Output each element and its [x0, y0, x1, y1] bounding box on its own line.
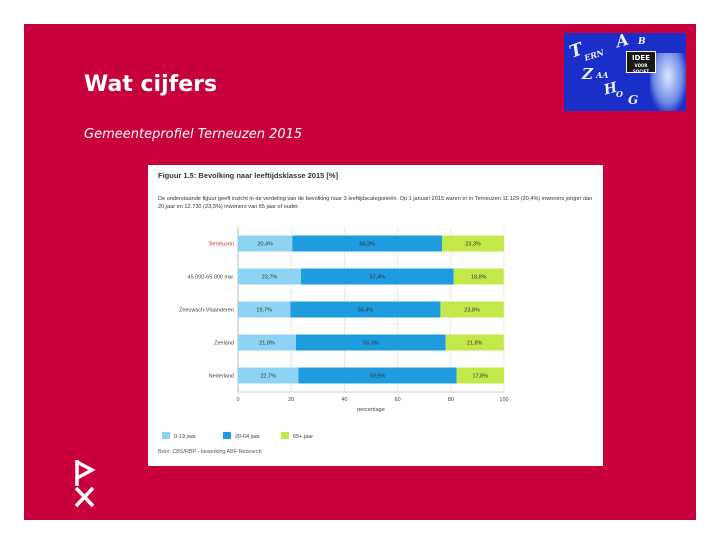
data-label: 23,3% — [465, 242, 481, 248]
bar-segment — [298, 367, 457, 384]
figure-title: Figuur 1.5: Bevolking naar leeftijdsklas… — [158, 171, 339, 180]
bar-segment — [238, 235, 293, 252]
data-label: 19,7% — [256, 308, 272, 314]
legend-swatch — [281, 432, 289, 439]
legend-label: 65+ jaar — [293, 434, 313, 440]
lightbulb-icon — [650, 53, 686, 111]
stacked-bar-chart: 0 20 40 60 80 100 percentage Terneuzen 20,4% 56,3… — [162, 227, 509, 440]
category-label: Zeeuwsch-Vlaanderen — [179, 308, 234, 314]
x-tick-label: 0 — [236, 397, 239, 403]
logo-image: A T ERN Z AA H O G B IDEE VOOR SOCIET — [564, 33, 686, 111]
x-tick-label: 80 — [448, 397, 454, 403]
bar-segment — [442, 235, 504, 252]
slide-title: Wat cijfers — [84, 72, 218, 97]
figure-panel: Figuur 1.5: Bevolking naar leeftijdsklas… — [148, 165, 603, 466]
x-tick-label: 100 — [499, 397, 508, 403]
bar-segment — [295, 334, 446, 351]
data-label: 56,4% — [358, 308, 374, 314]
bar-segment — [238, 268, 302, 285]
bar-segment — [238, 334, 296, 351]
logo-badge: IDEE VOOR SOCIET — [626, 51, 656, 74]
bar-segment — [238, 367, 299, 384]
bar-segment — [238, 301, 291, 318]
category-label: 45.000-65.000 inw. — [188, 275, 235, 281]
brand-mark-icon — [74, 460, 96, 508]
category-label: Nederland — [209, 374, 234, 380]
bar-segment — [301, 268, 454, 285]
x-tick-label: 60 — [395, 397, 401, 403]
logo-word: O — [616, 89, 623, 99]
bar-segment — [445, 334, 504, 351]
category-label: Terneuzen — [208, 242, 234, 248]
figure-source: Bron: CBS/RBP - bewerking ABF Research — [158, 449, 262, 455]
data-label: 56,3% — [363, 341, 379, 347]
logo-letter: Z — [582, 65, 593, 83]
data-label: 21,8% — [259, 341, 275, 347]
logo-badge-line: VOOR SOCIET — [632, 63, 650, 74]
legend-label: 20-64 jaar — [235, 434, 260, 440]
data-label: 59,5% — [370, 374, 386, 380]
data-label: 21,8% — [467, 341, 483, 347]
legend-swatch — [162, 432, 170, 439]
legend-swatch — [223, 432, 231, 439]
logo-letter: T — [566, 39, 586, 63]
category-label: Zeeland — [214, 341, 234, 347]
legend-label: 0-19 jaar — [174, 434, 196, 440]
bar-segment — [456, 367, 504, 384]
figure-description: De onderstaande figuur geeft inzicht in … — [158, 196, 593, 210]
data-label: 56,3% — [359, 242, 375, 248]
logo-letter: G — [628, 93, 639, 107]
bar-segment — [453, 268, 504, 285]
data-label: 23,8% — [464, 308, 480, 314]
bar-segment — [292, 235, 443, 252]
x-tick-label: 20 — [288, 397, 294, 403]
data-label: 57,4% — [370, 275, 386, 281]
x-axis-label: percentage — [357, 407, 385, 413]
data-label: 20,4% — [257, 242, 273, 248]
x-tick-label: 40 — [341, 397, 347, 403]
data-label: 18,8% — [471, 275, 487, 281]
logo-badge-line: IDEE — [632, 54, 650, 62]
slide-subtitle: Gemeenteprofiel Terneuzen 2015 — [84, 127, 303, 142]
bar-segment — [440, 301, 504, 318]
bar-segment — [290, 301, 441, 318]
data-label: 17,8% — [473, 374, 489, 380]
logo-letter: B — [638, 37, 646, 47]
data-label: 22,7% — [260, 374, 276, 380]
logo-word: AA — [596, 70, 609, 80]
logo-letter: A — [613, 33, 631, 52]
data-label: 23,7% — [262, 275, 278, 281]
logo-word: ERN — [582, 47, 606, 63]
